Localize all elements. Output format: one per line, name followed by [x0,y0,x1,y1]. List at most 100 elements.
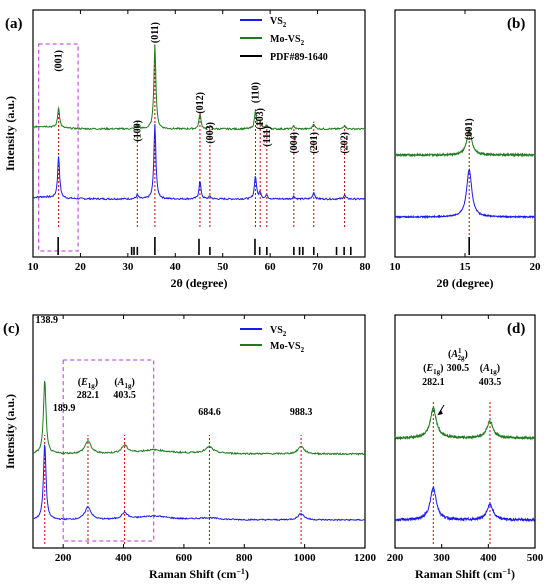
xlabel-part: Raman Shift (cm [149,567,236,581]
panel-c-frame [32,314,366,549]
legend-a-mo-label-main: Mo-VS [270,34,301,45]
legend-a-vs2-label: VS2 [270,16,287,29]
panel-b-axes: 10 15 20 (001) (b) 2θ (degree) [390,9,541,290]
mode-label-part: ( [78,377,82,388]
panel-a-peak-label: (001) [54,50,65,72]
panel-c-peak-138: 138.9 [35,315,58,326]
panel-a-frame [32,9,366,258]
panel-d-mode-label: (E1g) [423,363,443,376]
mode-label-part: ( [423,363,427,374]
panel-a-xtick-label: 20 [75,261,87,273]
panel-b-peak-label: (001) [464,118,475,140]
panel-c-peak-988: 988.3 [290,407,313,418]
mode-label-part: E [425,363,433,374]
panel-a-peak-label: (003) [205,122,216,144]
panel-a-xtick-label: 60 [265,261,277,273]
mode-label-part: ) [131,377,134,388]
panel-c-peak-189: 189.9 [53,403,76,414]
panel-c-peak-403: 403.5 [113,390,136,401]
panel-c-xtick-label: 200 [55,552,72,564]
panel-d-xlabel: Raman Shift (cm−1) [415,567,515,581]
panel-b-series-vs2 [394,168,536,220]
legend-c-vs2-label: VS2 [270,325,287,338]
mode-label-part: ) [95,377,98,388]
panel-c-xtick-label: 1000 [294,552,317,564]
xlabel-part: −1 [502,567,511,576]
mode-label-part: 1g [88,382,96,390]
mode-label-part: ) [497,363,500,374]
panel-a-xtick-label: 30 [122,261,134,273]
panel-c-mode-label: (E1g) [78,377,98,390]
legend-a-mo-label: Mo-VS2 [270,34,305,47]
panel-a-label: (a) [5,16,23,32]
panel-a-xtick-label: 40 [170,261,182,273]
legend-a-vs2-label-sub: 2 [283,21,287,29]
mode-label-part: 1g [124,382,132,390]
panel-d-label: (d) [507,321,525,337]
panel-a-ylabel: Intensity (a.u.) [3,96,17,171]
panel-a-highlight-box [38,43,79,252]
legend-c-mo-label-main: Mo-VS [270,341,301,352]
panel-a-axes: 10 20 30 40 50 60 70 80 (001) (100) (011) (012) (003… [3,9,372,290]
panel-a-series-vs2 [32,123,366,201]
panel-c-highlight-box [62,359,155,542]
panel-d-xtick-label: 500 [527,552,544,564]
panel-c-series-vs2 [32,444,366,522]
panel-a-xtick-label: 10 [28,261,40,273]
panel-d-xtick-label: 400 [480,552,497,564]
mode-label-part: ) [440,363,443,374]
panel-c-xtick-label: 400 [115,552,132,564]
panel-a-series-mo-vs2 [33,44,366,131]
panel-a-peak-label: (103) [255,108,266,130]
mode-label-part: ( [480,363,484,374]
panel-c-mode-label: (A1g) [114,377,134,390]
panel-a-peak-label: (201) [309,132,320,154]
mode-label-part: 1g [433,368,441,376]
legend-c-vs2-label-sub: 2 [283,330,287,338]
panel-b-label: (b) [507,16,525,32]
panel-a-peak-label: (111) [262,126,273,147]
legend-a-mo-label-sub: 2 [301,39,305,47]
mode-label-part: ( [448,349,452,360]
xlabel-part: −1 [236,567,245,576]
xlabel-part: ) [245,567,249,581]
panel-c-series-mo-vs2 [32,380,366,456]
panel-a-xtick-label: 70 [312,261,324,273]
mode-label-part: A [450,349,458,360]
panel-a-xlabel: 2θ (degree) [170,276,227,290]
mode-label-part: 1g [490,368,498,376]
panel-c-label: (c) [3,321,20,337]
xlabel-part: ) [511,567,515,581]
panel-a-xtick-label: 50 [217,261,229,273]
mode-label-part: E [80,377,88,388]
panel-d-frame [394,314,536,549]
panel-a-peak-label: (110) [250,82,261,103]
panel-b-xtick-label: 10 [390,261,402,273]
panel-c-xtick-label: 1200 [354,552,377,564]
panel-c-peak-684: 684.6 [198,407,221,418]
panel-d-arrow-head [437,410,443,415]
mode-label-part: ) [464,349,467,360]
mode-label-part: A [482,363,490,374]
legend-a-pdf-label: PDF#89-1640 [270,52,328,63]
panel-c-ylabel: Intensity (a.u.) [3,394,17,469]
legend-c-vs2-label-main: VS [270,325,283,336]
panel-d-xtick-label: 200 [387,552,404,564]
panel-d-series-mo-vs2 [394,407,536,441]
panel-c-xlabel: Raman Shift (cm−1) [149,567,249,581]
panel-a-peak-label: (011) [150,22,161,43]
panel-a-xtick-label: 80 [360,261,372,273]
mode-label-part: A [117,377,125,388]
legend-c-mo-label: Mo-VS2 [270,341,305,354]
panel-d-mode-label: (A1g) [480,363,500,376]
panel-a-peak-label: (004) [289,132,300,154]
legend-a-vs2-label-main: VS [270,16,283,27]
panel-d-xtick-label: 300 [433,552,450,564]
panel-d-series-vs2 [394,486,536,523]
panel-a-peak-label: (202) [340,132,351,154]
panel-d-mode-label: (A1 2g) [448,347,468,362]
panel-c-peak-282: 282.1 [77,390,100,401]
